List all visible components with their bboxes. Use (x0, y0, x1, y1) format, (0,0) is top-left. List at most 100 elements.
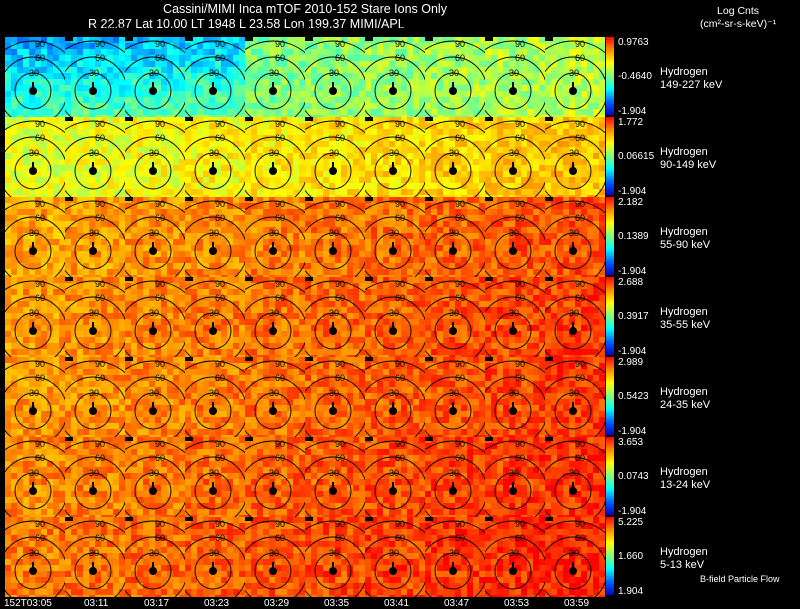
time-label: 152T03:05 (4, 598, 52, 609)
spacecraft-marker-icon (209, 327, 217, 335)
sky-map-panel: 90 60 30 (5, 197, 65, 277)
sky-map-image: 90 60 30 (305, 197, 365, 277)
ring-label: 60 (35, 533, 45, 543)
time-label: 03:35 (324, 598, 350, 609)
ring-label: 30 (329, 468, 339, 478)
ring-label: 90 (395, 279, 405, 289)
crosshair-icon (545, 37, 553, 41)
time-label: 03:47 (444, 598, 470, 609)
sky-map-image: 90 60 30 (245, 437, 305, 517)
ring-label: 90 (35, 119, 45, 129)
ring-label: 30 (89, 228, 99, 238)
sky-map-image: 90 60 30 (5, 437, 65, 517)
sky-map-panel: 90 60 30 (5, 517, 65, 597)
ring-label: 60 (215, 533, 225, 543)
species-name: Hydrogen (660, 306, 708, 318)
crosshair-icon (245, 277, 253, 281)
species-label: Hydrogen 149-227 keV (660, 66, 722, 92)
crosshair-icon (365, 197, 373, 201)
ring-label: 30 (569, 548, 579, 558)
sky-map-image: 90 60 30 (485, 437, 545, 517)
ring-label: 60 (395, 293, 405, 303)
sky-map-panel: 90 60 30 (545, 117, 605, 197)
ring-label: 60 (395, 53, 405, 63)
sky-map-image: 90 60 30 (125, 517, 185, 597)
ring-label: 90 (275, 119, 285, 129)
energy-row: 90 60 30 90 60 30 90 60 30 90 60 30 90 60 30 90 60 30 90 60… (5, 437, 605, 517)
ring-label: 60 (215, 53, 225, 63)
sky-map-panel: 90 60 30 (485, 517, 545, 597)
crosshair-icon (305, 437, 313, 441)
ring-label: 60 (275, 133, 285, 143)
ring-label: 30 (449, 388, 459, 398)
crosshair-icon (305, 197, 313, 201)
sky-map-panel: 90 60 30 (65, 437, 125, 517)
ring-label: 90 (575, 359, 585, 369)
sky-map-image: 90 60 30 (545, 197, 605, 277)
ring-label: 60 (215, 373, 225, 383)
spacecraft-marker-icon (449, 87, 457, 95)
sky-map-image: 90 60 30 (185, 517, 245, 597)
crosshair-icon (65, 517, 73, 521)
crosshair-icon (65, 437, 73, 441)
sky-map-image: 90 60 30 (125, 37, 185, 117)
crosshair-icon (185, 277, 193, 281)
energy-range: 13-24 keV (660, 479, 711, 491)
ring-label: 90 (35, 39, 45, 49)
sky-map-panel: 90 60 30 (65, 357, 125, 437)
crosshair-icon (425, 197, 433, 201)
ring-label: 30 (449, 228, 459, 238)
sky-map-panel: 90 60 30 (365, 357, 425, 437)
colorbar-mid-label: 0.0743 (618, 471, 649, 482)
crosshair-icon (65, 357, 73, 361)
sky-map-panel: 90 60 30 (365, 437, 425, 517)
sky-map-image: 90 60 30 (365, 277, 425, 357)
ring-label: 90 (215, 39, 225, 49)
crosshair-icon (365, 357, 373, 361)
ring-label: 60 (455, 293, 465, 303)
ring-label: 60 (95, 373, 105, 383)
sky-map-image: 90 60 30 (5, 277, 65, 357)
colorbar-mid-label: 0.3917 (618, 311, 649, 322)
ring-label: 30 (149, 308, 159, 318)
ring-label: 60 (155, 373, 165, 383)
ring-label: 90 (395, 119, 405, 129)
spacecraft-marker-icon (209, 567, 217, 575)
spacecraft-marker-icon (149, 167, 157, 175)
ring-label: 60 (575, 453, 585, 463)
ring-label: 90 (95, 119, 105, 129)
crosshair-icon (485, 197, 493, 201)
ring-label: 30 (569, 148, 579, 158)
ring-label: 90 (395, 39, 405, 49)
crosshair-icon (185, 357, 193, 361)
ring-label: 60 (575, 533, 585, 543)
energy-range: 90-149 keV (660, 159, 717, 171)
crosshair-icon (485, 277, 493, 281)
ring-label: 60 (395, 533, 405, 543)
sky-map-image: 90 60 30 (365, 197, 425, 277)
sky-map-image: 90 60 30 (425, 517, 485, 597)
ring-label: 60 (275, 533, 285, 543)
sky-map-image: 90 60 30 (305, 37, 365, 117)
ring-label: 90 (275, 359, 285, 369)
colorbar (606, 197, 614, 275)
sky-map-image: 90 60 30 (365, 37, 425, 117)
ring-label: 60 (35, 293, 45, 303)
ring-label: 30 (389, 228, 399, 238)
ring-label: 90 (95, 39, 105, 49)
ring-label: 60 (395, 133, 405, 143)
colorbar (606, 357, 614, 435)
ring-label: 30 (269, 148, 279, 158)
sky-map-panel: 90 60 30 (545, 197, 605, 277)
colorbar-min-label: -1.904 (618, 106, 647, 117)
ring-label: 30 (89, 388, 99, 398)
energy-range: 55-90 keV (660, 239, 711, 251)
ring-label: 60 (35, 373, 45, 383)
ring-label: 60 (455, 373, 465, 383)
spacecraft-marker-icon (509, 247, 517, 255)
sky-map-panel: 90 60 30 (545, 37, 605, 117)
sky-map-panel: 90 60 30 (305, 277, 365, 357)
sky-map-panel: 90 60 30 (245, 37, 305, 117)
sky-map-image: 90 60 30 (245, 357, 305, 437)
crosshair-icon (425, 357, 433, 361)
